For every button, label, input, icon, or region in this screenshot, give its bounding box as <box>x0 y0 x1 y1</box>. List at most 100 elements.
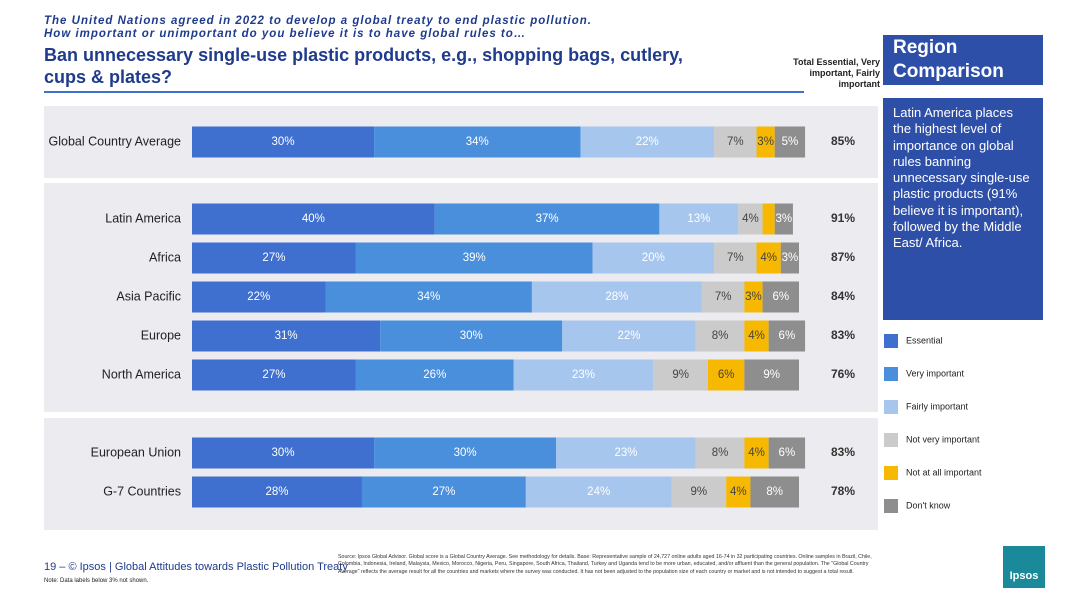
data-label: 13% <box>687 213 710 225</box>
data-label: 3% <box>757 136 774 148</box>
data-label: 30% <box>454 447 477 459</box>
category-label: Asia Pacific <box>116 289 181 303</box>
insight-text: Latin America places the highest level o… <box>883 98 1043 320</box>
data-label: 20% <box>642 252 665 264</box>
category-label: Africa <box>149 250 181 264</box>
category-label: G-7 Countries <box>103 484 181 498</box>
bar-segment <box>714 126 757 158</box>
category-label: Global Country Average <box>49 134 182 148</box>
total-label: 91% <box>831 211 855 225</box>
bar-segment <box>756 126 775 158</box>
bar-segment <box>434 203 660 235</box>
data-label: 8% <box>766 486 783 498</box>
bar-segment <box>562 320 696 352</box>
bar-segment <box>707 359 745 391</box>
data-label: 22% <box>636 136 659 148</box>
data-label: 6% <box>772 291 789 303</box>
data-label: 3% <box>782 252 799 264</box>
intro-line: How important or unimportant do you beli… <box>44 28 527 40</box>
bar-segment <box>192 320 381 352</box>
legend-label: Very important <box>906 368 965 378</box>
category-label: North America <box>102 367 181 381</box>
data-label: 28% <box>605 291 628 303</box>
bar-segment <box>762 203 775 235</box>
bar-segment <box>744 359 799 391</box>
bar-segment <box>374 126 581 158</box>
bar-segment <box>513 359 654 391</box>
data-label: 23% <box>614 447 637 459</box>
data-label: 7% <box>727 136 744 148</box>
data-label: 22% <box>618 330 641 342</box>
bar-segment <box>525 476 672 508</box>
data-label: 4% <box>760 252 777 264</box>
bar-segment <box>192 126 375 158</box>
data-label: 31% <box>275 330 298 342</box>
data-label: 30% <box>272 447 295 459</box>
data-label: 7% <box>715 291 732 303</box>
legend-swatch <box>884 400 898 414</box>
data-label: 8% <box>712 447 729 459</box>
bar-segment <box>774 203 793 235</box>
data-label: 6% <box>779 447 796 459</box>
bar-segment <box>695 437 745 469</box>
data-label: 9% <box>691 486 708 498</box>
bar-segment <box>756 242 781 274</box>
data-label: 6% <box>779 330 796 342</box>
legend-label: Essential <box>906 335 943 345</box>
data-label: 3% <box>745 291 762 303</box>
bar-segment <box>701 281 745 313</box>
bar-segment <box>355 242 593 274</box>
data-label: 4% <box>748 447 765 459</box>
data-label: 4% <box>730 486 747 498</box>
total-label: 76% <box>831 367 855 381</box>
bar-segment <box>380 320 563 352</box>
intro: The United Nations agreed in 2022 to dev… <box>44 15 592 41</box>
bar-segment <box>726 476 751 508</box>
bar-segment <box>192 203 435 235</box>
total-label: 87% <box>831 250 855 264</box>
category-label: European Union <box>91 445 181 459</box>
note: Note: Data labels below 3% not shown. <box>44 578 149 584</box>
data-label: 34% <box>466 136 489 148</box>
total-label: 85% <box>831 134 855 148</box>
category-label: Latin America <box>105 211 181 225</box>
bar-segment <box>192 359 356 391</box>
data-label: 9% <box>763 369 780 381</box>
data-label: 9% <box>672 369 689 381</box>
bar-segment <box>744 281 763 313</box>
legend-label: Not very important <box>906 434 980 444</box>
logo: Ipsos <box>1003 546 1045 588</box>
bar-segment <box>774 126 806 158</box>
total-label: 83% <box>831 445 855 459</box>
data-label: 24% <box>587 486 610 498</box>
total-label: 78% <box>831 484 855 498</box>
data-label: 8% <box>712 330 729 342</box>
data-label: 39% <box>463 252 486 264</box>
intro-line: The United Nations agreed in 2022 to dev… <box>44 15 592 27</box>
bar-segment <box>361 476 526 508</box>
bar-segment <box>192 476 362 508</box>
total-label: 83% <box>831 328 855 342</box>
data-label: 40% <box>302 213 325 225</box>
data-label: 27% <box>262 369 285 381</box>
bar-segment <box>744 437 769 469</box>
region-heading: Region Comparison <box>883 35 1043 85</box>
data-label: 3% <box>776 213 793 225</box>
data-label: 5% <box>782 136 799 148</box>
legend-swatch <box>884 367 898 381</box>
legend-label: Don't know <box>906 500 951 510</box>
legend-swatch <box>884 499 898 513</box>
category-label: Europe <box>141 328 181 342</box>
bar-segment <box>556 437 696 469</box>
legend-swatch <box>884 433 898 447</box>
data-label: 23% <box>572 369 595 381</box>
data-label: 27% <box>262 252 285 264</box>
source: Source: Ipsos Global Advisor. Global sco… <box>338 554 872 575</box>
legend-label: Not at all important <box>906 467 982 477</box>
bar-segment <box>671 476 727 508</box>
legend-swatch <box>884 466 898 480</box>
bar-segment <box>192 281 326 313</box>
bar-segment <box>750 476 799 508</box>
